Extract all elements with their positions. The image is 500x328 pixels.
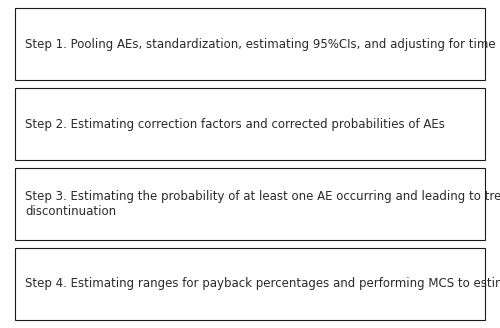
Text: Step 3. Estimating the probability of at least one AE occurring and leading to t: Step 3. Estimating the probability of at… xyxy=(25,190,500,203)
Text: Step 1. Pooling AEs, standardization, estimating 95%CIs, and adjusting for time: Step 1. Pooling AEs, standardization, es… xyxy=(25,38,496,51)
Text: Step 4. Estimating ranges for payback percentages and performing MCS to estimate: Step 4. Estimating ranges for payback pe… xyxy=(25,277,500,290)
Text: Step 2. Estimating correction factors and corrected probabilities of AEs: Step 2. Estimating correction factors an… xyxy=(25,117,445,131)
FancyBboxPatch shape xyxy=(15,8,485,80)
FancyBboxPatch shape xyxy=(15,88,485,160)
FancyBboxPatch shape xyxy=(15,248,485,320)
Text: discontinuation: discontinuation xyxy=(25,205,116,218)
FancyBboxPatch shape xyxy=(15,168,485,240)
